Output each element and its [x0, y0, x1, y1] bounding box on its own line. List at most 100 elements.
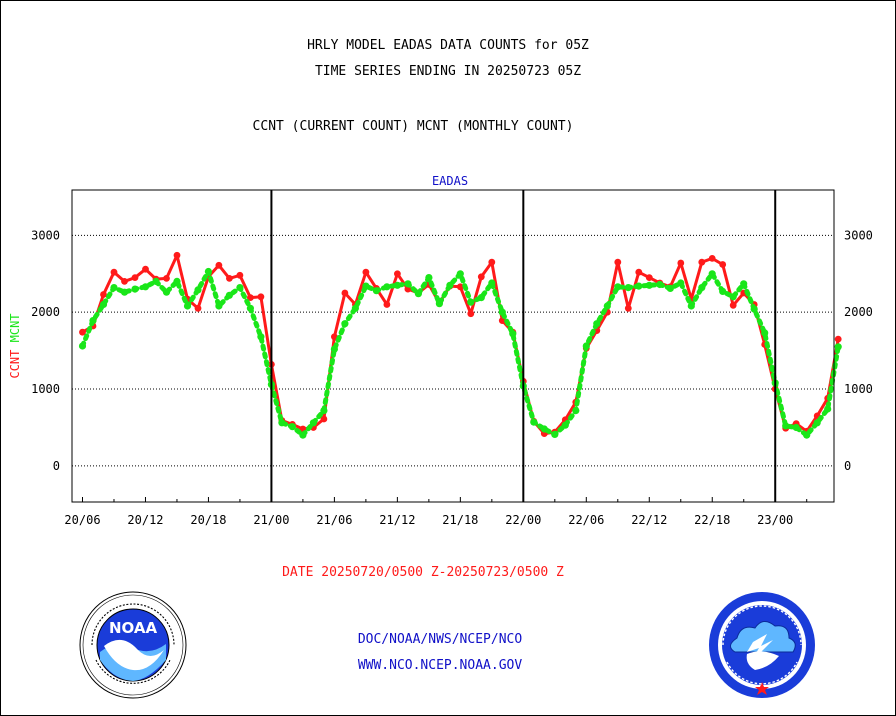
x-tick-label: 23/00 [757, 513, 793, 527]
data-point-mcnt [456, 270, 464, 278]
data-point-mcnt [330, 345, 338, 353]
data-point-mcnt [561, 421, 569, 429]
data-point-mcnt [183, 302, 192, 310]
data-point-ccnt [488, 258, 496, 266]
data-point-mcnt [257, 333, 265, 341]
data-point-mcnt [687, 302, 695, 310]
y-tick-label-left: 3000 [31, 228, 60, 242]
x-tick-label: 22/12 [631, 513, 667, 527]
data-point-mcnt [288, 423, 296, 431]
data-point-mcnt [246, 304, 254, 312]
data-point-mcnt [225, 291, 233, 299]
x-tick-label: 22/00 [505, 513, 541, 527]
data-point-mcnt [341, 320, 349, 328]
data-point-ccnt [708, 255, 716, 262]
data-point-mcnt [603, 302, 611, 310]
data-point-ccnt [456, 283, 464, 291]
website-link[interactable]: WWW.NCO.NCEP.NOAA.GOV [357, 658, 523, 673]
data-point-mcnt [152, 277, 160, 285]
x-tick-label: 21/00 [253, 513, 289, 527]
data-point-ccnt [698, 258, 706, 266]
data-point-mcnt [446, 281, 454, 289]
data-point-ccnt [719, 261, 727, 268]
x-tick-label: 20/12 [127, 513, 163, 527]
data-point-mcnt [414, 290, 422, 298]
data-point-mcnt [761, 329, 769, 337]
chart-title-line1: HRLY MODEL EADAS DATA COUNTS for 05Z [307, 38, 589, 53]
x-tick-label: 22/18 [694, 513, 730, 527]
data-point-mcnt [782, 422, 790, 430]
data-point-mcnt [729, 293, 737, 301]
y-tick-label-right: 1000 [844, 382, 873, 396]
data-point-ccnt [614, 258, 622, 266]
data-point-mcnt [498, 308, 506, 316]
data-point-mcnt [383, 283, 391, 291]
axis-layer [71, 189, 835, 503]
data-point-mcnt [404, 280, 412, 288]
x-tick-label: 21/12 [379, 513, 415, 527]
data-point-mcnt [467, 298, 475, 306]
data-point-mcnt [740, 280, 748, 288]
y-tick-label-left: 1000 [31, 382, 60, 396]
data-point-mcnt [162, 288, 171, 296]
data-point-mcnt [309, 419, 317, 427]
data-point-mcnt [635, 282, 643, 290]
data-point-ccnt [247, 294, 254, 301]
series-line-mcnt [80, 269, 841, 438]
data-point-mcnt [194, 286, 202, 294]
data-point-mcnt [488, 279, 496, 287]
data-point-mcnt [656, 280, 664, 289]
data-point-ccnt [100, 291, 107, 298]
chart-title-line2: TIME SERIES ENDING IN 20250723 05Z [314, 64, 582, 79]
y-axis-label-mcnt: MCNT [8, 313, 22, 349]
data-point-mcnt [509, 330, 517, 338]
data-point-ccnt [362, 268, 370, 276]
data-point-ccnt [173, 251, 181, 259]
data-point-ccnt [677, 259, 685, 267]
data-point-ccnt [834, 335, 842, 343]
x-tick-label: 21/06 [316, 513, 352, 527]
panel-title: EADAS [432, 174, 468, 188]
data-point-mcnt [719, 287, 727, 295]
data-point-mcnt [593, 320, 601, 328]
data-point-mcnt [425, 274, 433, 282]
data-point-ccnt [467, 310, 475, 318]
data-point-mcnt [677, 279, 685, 287]
data-point-ccnt [121, 278, 128, 285]
x-tick-label: 20/06 [64, 513, 100, 527]
data-point-mcnt [278, 419, 286, 427]
y-tick-label-left: 2000 [31, 305, 60, 319]
data-point-ccnt [226, 275, 233, 282]
data-point-ccnt [110, 268, 118, 276]
data-point-mcnt [78, 342, 87, 350]
data-point-mcnt [698, 284, 706, 292]
data-point-ccnt [729, 301, 737, 309]
data-point-mcnt [477, 294, 485, 302]
data-point-ccnt [215, 261, 223, 269]
data-point-mcnt [236, 284, 244, 292]
nws-logo-icon [709, 592, 815, 698]
data-point-mcnt [120, 288, 129, 296]
data-point-mcnt [551, 430, 559, 438]
y-tick-label-right: 3000 [844, 228, 873, 242]
data-point-mcnt [204, 267, 212, 276]
data-point-mcnt [582, 342, 590, 350]
x-tick-label: 22/06 [568, 513, 604, 527]
data-point-ccnt [131, 274, 139, 281]
noaa-logo-icon: NOAA [79, 591, 187, 699]
data-point-mcnt [834, 343, 842, 351]
noaa-logo-text: NOAA [109, 619, 158, 637]
data-point-mcnt [435, 300, 443, 308]
data-point-mcnt [351, 304, 359, 312]
series-line-ccnt [81, 253, 840, 436]
data-point-ccnt [142, 265, 149, 273]
y-tick-label-left: 0 [53, 459, 60, 473]
grid-layer [72, 234, 834, 467]
data-point-mcnt [540, 425, 548, 433]
data-point-ccnt [635, 268, 643, 276]
data-point-mcnt [824, 405, 832, 413]
data-point-mcnt [131, 285, 139, 293]
data-point-mcnt [530, 418, 538, 426]
y-tick-label-right: 2000 [844, 305, 873, 319]
data-point-ccnt [383, 301, 391, 308]
